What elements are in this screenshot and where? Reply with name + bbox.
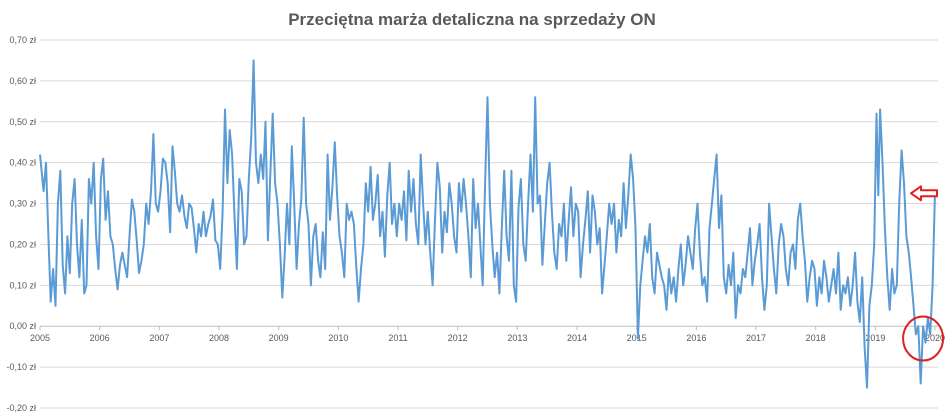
x-tick-label: 2014 [567, 333, 587, 343]
y-tick-label: 0,30 zł [9, 199, 36, 209]
y-tick-label: 0,60 zł [9, 76, 36, 86]
x-tick-label: 2011 [388, 333, 407, 343]
x-tick-label: 2017 [746, 333, 766, 343]
x-tick-label: 2007 [149, 333, 169, 343]
x-tick-label: 2005 [30, 333, 50, 343]
y-tick-label: 0,00 zł [9, 321, 36, 331]
annotation-circle [902, 315, 945, 362]
chart-title: Przeciętna marża detaliczna na sprzedaży… [288, 10, 656, 29]
x-tick-label: 2012 [448, 333, 468, 343]
y-tick-label: 0,10 zł [9, 280, 36, 290]
x-tick-labels: 2005 2006 2007 2008 2009 2010 2011 2012 2013 2014… [30, 326, 945, 343]
y-tick-label: -0,10 zł [6, 362, 36, 372]
annotation-layer [902, 185, 945, 362]
y-tick-label: 0,20 zł [9, 239, 36, 249]
x-tick-label: 2013 [507, 333, 527, 343]
series-line [39, 59, 936, 389]
x-tick-label: 2018 [806, 333, 826, 343]
y-tick-label: 0,70 zł [9, 35, 36, 45]
y-tick-label: -0,20 zł [6, 403, 36, 413]
series-layer [39, 59, 936, 389]
x-tick-label: 2020 [925, 333, 945, 343]
y-tick-label: 0,50 zł [9, 117, 36, 127]
x-tick-label: 2019 [865, 333, 885, 343]
y-tick-labels: 0,70 zł 0,60 zł 0,50 zł 0,40 zł 0,30 zł 0,20 … [6, 35, 36, 413]
y-tick-label: 0,40 zł [9, 158, 36, 168]
x-tick-label: 2010 [328, 333, 348, 343]
x-tick-label: 2009 [269, 333, 289, 343]
x-tick-label: 2015 [627, 333, 647, 343]
x-tick-label: 2008 [209, 333, 229, 343]
x-tick-label: 2006 [90, 333, 110, 343]
x-tick-label: 2016 [686, 333, 706, 343]
annotation-arrow [910, 185, 938, 202]
